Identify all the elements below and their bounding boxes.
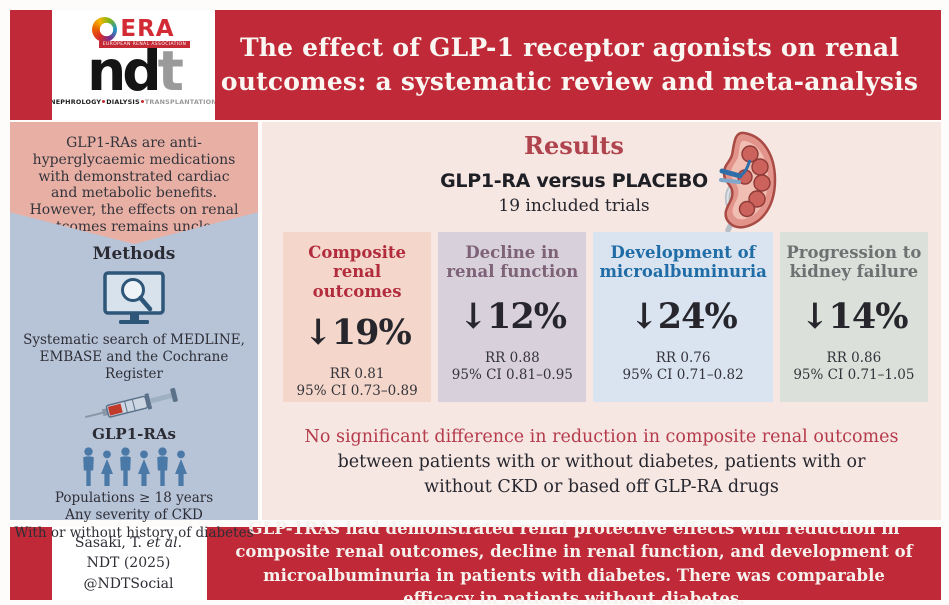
population-line-2: Any severity of CKD	[65, 507, 203, 524]
journal-word-nephrology: NEPHROLOGY	[52, 97, 102, 106]
card-decline-renal-function: Decline in renal function ↓12% RR 0.88 9…	[438, 232, 587, 402]
card-confidence-interval: 95% CI 0.81–0.95	[451, 367, 573, 383]
conclusion-text: GLP-1RAs had demonstrated renal protecti…	[235, 518, 913, 605]
card-confidence-interval: 95% CI 0.73–0.89	[296, 383, 418, 400]
dot-separator-icon	[140, 99, 144, 103]
subgroup-note: No significant difference in reduction i…	[262, 425, 941, 500]
card-microalbuminuria: Development of microalbuminuria ↓24% RR …	[593, 232, 773, 402]
population-line-1: Populations ≥ 18 years	[54, 489, 214, 506]
card-confidence-interval: 95% CI 0.71–1.05	[793, 367, 915, 383]
card-percent-reduction: ↓24%	[629, 296, 737, 337]
citation-journal: NDT (2025)	[86, 555, 171, 572]
card-title: Progression to kidney failure	[786, 243, 922, 282]
citation-social-handle: @NDTSocial	[83, 575, 174, 592]
background-text: GLP1-RAs are anti-hyperglycaemic medicat…	[29, 135, 239, 235]
outcome-cards: Composite renal outcomes ↓19% RR 0.81 95…	[283, 232, 928, 402]
drug-label: GLP1-RAs	[92, 424, 176, 443]
journal-name: NEPHROLOGY DIALYSIS TRANSPLANTATION	[52, 98, 215, 106]
monitor-search-icon	[101, 271, 167, 327]
comparison-label: GLP1-RA versus PLACEBO	[440, 170, 708, 192]
citation-authors: Sasaki, T. et al.	[52, 533, 205, 553]
decorative-red-strip	[10, 527, 52, 600]
population-criteria: Populations ≥ 18 years Any severity of C…	[12, 490, 256, 543]
era-logo: ERA	[92, 14, 174, 44]
citation-etal: et al.	[146, 535, 183, 552]
population-line-3: With or without history of diabetes	[14, 524, 254, 541]
title-line-2: outcomes: a systematic review and meta-a…	[220, 67, 919, 96]
card-risk-ratio: RR 0.76	[655, 350, 711, 366]
ndt-logo-text: ndt	[87, 44, 184, 99]
card-risk-ratio: RR 0.81	[329, 366, 385, 383]
era-swirl-icon	[92, 16, 118, 42]
journal-logo: ERA EUROPEAN RENAL ASSOCIATION ndt NEPHR…	[52, 10, 215, 120]
title-line-1: The effect of GLP-1 receptor agonists on…	[239, 33, 900, 62]
subgroup-note-line-1: between patients with or without diabete…	[337, 451, 866, 472]
search-description: Systematic search of MEDLINE, EMBASE and…	[23, 332, 245, 382]
ndt-letter-t: t	[157, 39, 184, 103]
card-title: Composite renal outcomes	[308, 243, 407, 301]
syringe-icon	[79, 377, 188, 435]
card-percent-reduction: ↓12%	[458, 296, 567, 337]
citation-author-name: Sasaki, T.	[74, 535, 142, 552]
results-heading: Results	[524, 131, 624, 160]
methods-panel: Methods Systematic search of MEDLINE, EM…	[10, 206, 258, 541]
journal-word-dialysis: DIALYSIS	[106, 97, 140, 106]
card-title: Decline in renal function	[446, 243, 579, 282]
era-banner-text: EUROPEAN RENAL ASSOCIATION	[98, 41, 191, 48]
subgroup-note-highlight: No significant difference in reduction i…	[304, 427, 899, 447]
card-percent-reduction: ↓19%	[303, 312, 411, 354]
card-confidence-interval: 95% CI 0.71–0.82	[622, 367, 744, 383]
era-logo-text: ERA	[120, 16, 175, 42]
results-panel: Results GLP1-RA versus PLACEBO 19 includ…	[262, 122, 941, 520]
kidney-icon	[698, 130, 778, 236]
card-composite-renal-outcomes: Composite renal outcomes ↓19% RR 0.81 95…	[283, 232, 432, 402]
dot-separator-icon	[102, 99, 106, 103]
card-title: Development of microalbuminuria	[599, 243, 767, 282]
trials-count: 19 included trials	[498, 196, 650, 216]
page-title: The effect of GLP-1 receptor agonists on…	[210, 10, 929, 120]
population-icon	[80, 447, 189, 487]
methods-heading: Methods	[92, 244, 176, 264]
card-kidney-failure: Progression to kidney failure ↓14% RR 0.…	[779, 232, 928, 402]
subgroup-note-line-2: without CKD or based off GLP-RA drugs	[424, 476, 779, 497]
journal-word-transplantation: TRANSPLANTATION	[144, 97, 215, 106]
citation: Sasaki, T. et al. NDT (2025) @NDTSocial	[52, 527, 205, 600]
card-risk-ratio: RR 0.88	[484, 350, 540, 366]
card-risk-ratio: RR 0.86	[826, 350, 882, 366]
conclusion-banner: GLP-1RAs had demonstrated renal protecti…	[207, 519, 941, 605]
card-percent-reduction: ↓14%	[800, 296, 908, 337]
ndt-letters-nd: nd	[87, 39, 162, 103]
